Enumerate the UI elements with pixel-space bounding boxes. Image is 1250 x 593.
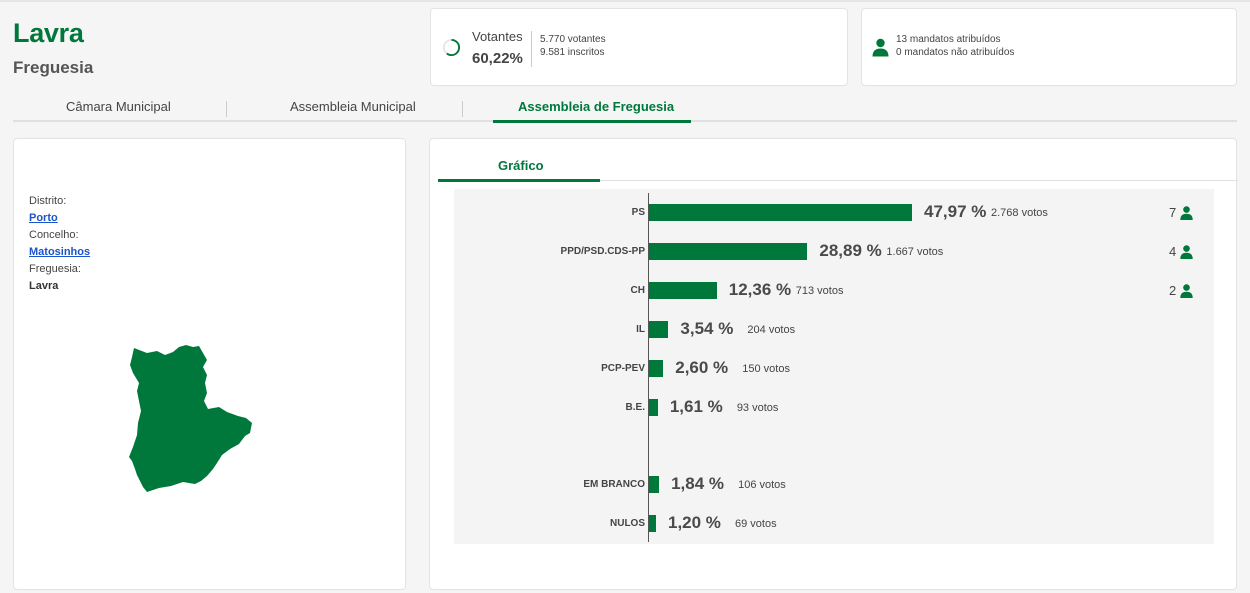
chart-row: PS 47,97 % 2.768 votos 7 bbox=[430, 199, 1238, 229]
tab-assembleia-freguesia[interactable]: Assembleia de Freguesia bbox=[518, 99, 675, 114]
chart-row: PCP-PEV 2,60 % 150 votos bbox=[430, 355, 1238, 385]
tab-divider bbox=[226, 101, 227, 117]
result-bar bbox=[649, 360, 664, 377]
distrito-label: Distrito: bbox=[29, 195, 67, 207]
distrito-link[interactable]: Porto bbox=[29, 212, 58, 224]
chart-row: NULOS 1,20 % 69 votos bbox=[430, 510, 1238, 540]
party-label: NULOS bbox=[610, 518, 645, 529]
mandatos-card: 13 mandatos atribuídos 0 mandatos não at… bbox=[861, 8, 1237, 86]
mandatos-unassigned: 0 mandatos não atribuídos bbox=[896, 47, 1015, 58]
votes-label: 69 votos bbox=[735, 518, 777, 530]
page-subtitle: Freguesia bbox=[13, 58, 94, 77]
person-icon bbox=[1180, 206, 1193, 225]
result-bar bbox=[649, 282, 717, 299]
results-card: Gráfico PS 47,97 % 2.768 votos 7 PPD/PSD.CDS… bbox=[429, 138, 1238, 590]
tab-camara-municipal[interactable]: Câmara Municipal bbox=[66, 99, 171, 114]
seats-count: 4 bbox=[1169, 244, 1177, 259]
chart-row: PPD/PSD.CDS-PP 28,89 % 1.667 votos 4 bbox=[430, 238, 1238, 268]
percent-label: 3,54 % bbox=[680, 319, 734, 338]
chart-row: CH 12,36 % 713 votos 2 bbox=[430, 277, 1238, 307]
votes-label: 713 votos bbox=[795, 285, 844, 297]
votes-label: 2.768 votos bbox=[991, 207, 1048, 219]
person-icon bbox=[1180, 284, 1193, 303]
chart-row: B.E. 1,61 % 93 votos bbox=[430, 394, 1238, 424]
freguesia-name: Lavra bbox=[29, 280, 59, 292]
percent-label: 28,89 % bbox=[819, 241, 882, 260]
party-label: PS bbox=[631, 207, 645, 218]
votes-label: 93 votos bbox=[736, 402, 779, 414]
freguesia-label: Freguesia: bbox=[29, 263, 81, 275]
result-bar bbox=[649, 204, 912, 221]
active-chart-tab-indicator bbox=[438, 179, 600, 182]
votes-label: 204 votos bbox=[747, 324, 796, 336]
divider bbox=[531, 31, 532, 67]
mandatos-assigned: 13 mandatos atribuídos bbox=[896, 34, 1001, 45]
party-label: EM BRANCO bbox=[583, 479, 645, 490]
chart-area bbox=[454, 189, 1214, 544]
percent-label: 1,61 % bbox=[669, 397, 723, 416]
votantes-card: Votantes 60,22% 5.770 votantes 9.581 ins… bbox=[430, 8, 848, 86]
percent-label: 47,97 % bbox=[924, 202, 987, 221]
party-label: PCP-PEV bbox=[601, 363, 645, 374]
registered-count: 9.581 inscritos bbox=[540, 47, 605, 58]
turnout-ring-icon bbox=[442, 38, 461, 57]
result-bar bbox=[649, 243, 808, 260]
percent-label: 2,60 % bbox=[675, 358, 729, 377]
person-icon bbox=[872, 38, 889, 57]
result-bar bbox=[649, 399, 658, 416]
party-label: B.E. bbox=[625, 402, 645, 413]
party-label: PPD/PSD.CDS-PP bbox=[560, 246, 645, 257]
votes-label: 150 votos bbox=[742, 363, 790, 375]
tab-assembleia-municipal[interactable]: Assembleia Municipal bbox=[290, 99, 416, 114]
votes-label: 1.667 votos bbox=[886, 246, 944, 258]
concelho-link[interactable]: Matosinhos bbox=[29, 246, 91, 258]
active-tab-indicator bbox=[493, 120, 691, 123]
party-label: IL bbox=[636, 324, 645, 335]
freguesia-map bbox=[129, 345, 252, 492]
votantes-label: Votantes bbox=[472, 29, 523, 44]
chart-row: EM BRANCO 1,84 % 106 votos bbox=[430, 471, 1238, 501]
person-icon bbox=[1180, 245, 1193, 264]
result-bar bbox=[649, 515, 656, 532]
location-card: Distrito: Porto Concelho: Matosinhos Fre… bbox=[13, 138, 406, 590]
votes-label: 106 votos bbox=[738, 479, 786, 491]
top-divider bbox=[0, 0, 1250, 2]
seats-count: 7 bbox=[1169, 205, 1177, 220]
percent-label: 1,84 % bbox=[671, 474, 725, 493]
party-label: CH bbox=[630, 285, 645, 296]
chart-row: IL 3,54 % 204 votos bbox=[430, 316, 1238, 346]
seats-count: 2 bbox=[1169, 283, 1177, 298]
concelho-label: Concelho: bbox=[29, 229, 79, 241]
voters-count: 5.770 votantes bbox=[540, 34, 606, 45]
tab-grafico[interactable]: Gráfico bbox=[498, 158, 544, 173]
votantes-percent: 60,22% bbox=[472, 50, 523, 67]
result-bar bbox=[649, 476, 660, 493]
percent-label: 12,36 % bbox=[728, 280, 792, 299]
percent-label: 1,20 % bbox=[668, 513, 721, 532]
result-bar bbox=[649, 321, 669, 338]
chart-tabs-baseline bbox=[438, 180, 1238, 181]
tab-divider bbox=[462, 101, 463, 117]
chart-axis bbox=[648, 193, 649, 542]
page-title: Lavra bbox=[13, 18, 84, 48]
